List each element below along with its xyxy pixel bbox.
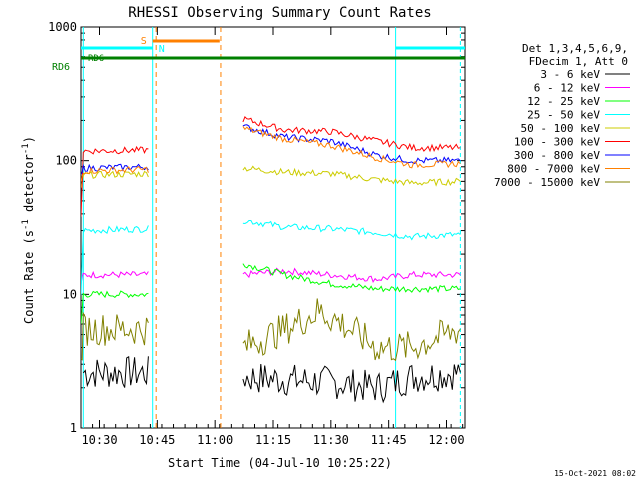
series-line-3 — [81, 220, 461, 296]
series-line-7 — [81, 126, 461, 182]
x-tick-label: 11:45 — [371, 433, 407, 447]
legend-label-2: 12 - 25 keV — [527, 95, 600, 108]
y-tick-label: 1 — [70, 421, 77, 435]
ylabel-end: ) — [22, 136, 36, 143]
y-tick-label: 10 — [63, 287, 77, 301]
legend-label-4: 50 - 100 keV — [521, 122, 601, 135]
x-tick-label: 11:15 — [255, 433, 291, 447]
saa-label: S — [141, 36, 147, 47]
legend-label-8: 7000 - 15000 keV — [494, 176, 600, 189]
legend-label-6: 300 - 800 keV — [514, 149, 600, 162]
legend-header-line-2: FDecim 1, Att 0 — [529, 55, 628, 68]
plot-area: 1 10 100 1000 10:30 10:45 11:00 11:15 11:30 11:45… — [48, 20, 466, 447]
legend-header-line-1: Det 1,3,4,5,6,9, — [522, 42, 628, 55]
series-line-1 — [81, 267, 461, 285]
x-axis-label: Start Time (04-Jul-10 10:25:22) — [168, 456, 392, 470]
legend-label-5: 100 - 300 keV — [514, 136, 600, 149]
ylabel-main: Count Rate (s — [22, 230, 36, 324]
chart-title: RHESSI Observing Summary Count Rates — [128, 5, 431, 21]
x-tick-label: 10:45 — [139, 433, 175, 447]
series-line-0 — [82, 355, 461, 404]
x-tick-label: 11:00 — [197, 433, 233, 447]
legend-label-0: 3 - 6 keV — [540, 68, 600, 81]
legend-label-7: 800 - 7000 keV — [507, 163, 600, 176]
night-label: N — [159, 44, 165, 55]
ylabel-sup1: -1 — [21, 219, 31, 230]
x-tick-label: 12:00 — [428, 433, 464, 447]
y-tick-label: 1000 — [48, 20, 77, 34]
legend-label-3: 25 - 50 keV — [527, 109, 600, 122]
series-line-4 — [81, 165, 461, 188]
ylabel-mid: detector — [22, 154, 36, 219]
legend-label-1: 6 - 12 keV — [534, 82, 601, 95]
series-line-2 — [81, 263, 461, 324]
series-line-8 — [81, 298, 461, 362]
footer-date: 15-Oct-2021 08:02 — [554, 469, 636, 478]
y-axis-label: Count Rate (s-1 detector-1) — [21, 136, 36, 324]
series-line-5 — [81, 116, 461, 217]
x-tick-label: 11:30 — [313, 433, 349, 447]
x-tick-label: 10:30 — [81, 433, 117, 447]
legend: Det 1,3,4,5,6,9, FDecim 1, Att 0 3 - 6 k… — [494, 42, 630, 189]
rd6-small-label: RD6 — [88, 54, 104, 64]
rd6-label: RD6 — [52, 62, 70, 73]
y-tick-label: 100 — [55, 154, 77, 168]
ylabel-sup2: -1 — [21, 143, 31, 154]
y-axis-label-text: Count Rate (s-1 detector-1) — [21, 136, 36, 324]
